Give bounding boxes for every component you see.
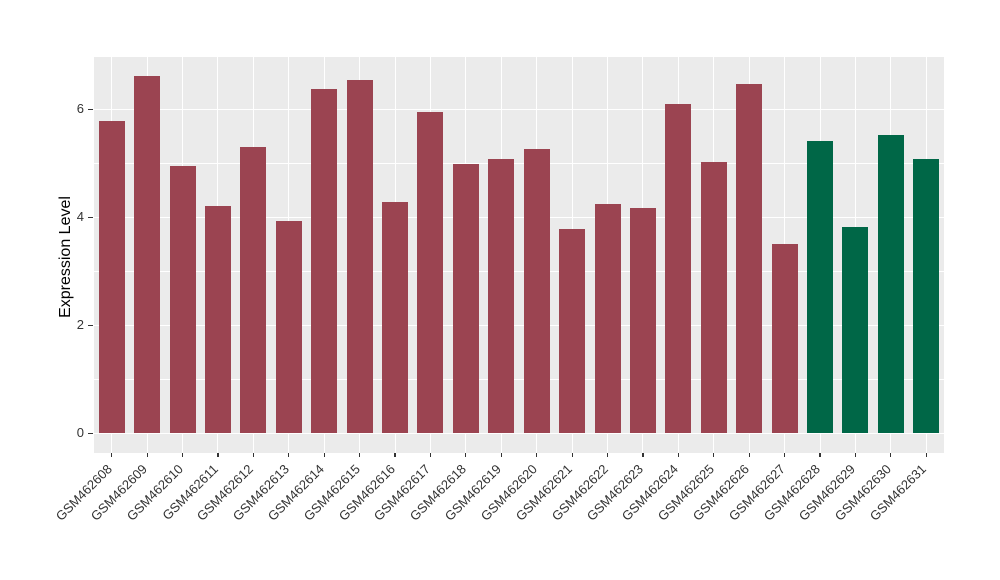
bar-gsm462621	[559, 229, 586, 434]
bar-gsm462622	[594, 204, 621, 434]
x-tick-mark	[890, 453, 892, 457]
gridline-minor-y5	[94, 163, 944, 164]
bar-gsm462609	[134, 75, 161, 434]
bar-gsm462611	[204, 206, 231, 434]
x-tick-mark	[323, 453, 325, 457]
x-tick-mark	[181, 453, 184, 457]
x-tick-mark	[217, 453, 219, 457]
x-tick-mark	[394, 453, 396, 457]
x-tick-mark	[713, 453, 715, 457]
x-tick-mark	[146, 453, 148, 457]
bar-gsm462624	[665, 104, 692, 434]
x-tick-mark	[925, 453, 927, 457]
gridline-minor-y1	[94, 379, 944, 380]
y-axis-title: Expression Level	[57, 196, 74, 318]
bar-gsm462629	[842, 226, 869, 434]
x-tick-mark	[429, 453, 432, 457]
y-tick-label: 6	[76, 101, 84, 117]
bar-gsm462618	[452, 163, 479, 434]
x-tick-mark	[500, 453, 502, 457]
x-tick-mark	[288, 453, 290, 457]
x-tick-mark	[642, 453, 644, 457]
x-tick-mark	[854, 453, 857, 457]
bar-gsm462625	[700, 162, 727, 434]
bar-gsm462627	[771, 244, 798, 434]
x-tick-mark	[677, 453, 679, 457]
gridline-major-y2	[94, 324, 944, 327]
gridline-major-y0	[94, 432, 944, 435]
y-tick-label: 4	[76, 209, 84, 225]
bar-gsm462628	[807, 141, 834, 434]
bar-gsm462616	[382, 202, 409, 434]
x-tick-mark	[748, 453, 750, 457]
bar-gsm462614	[311, 89, 338, 434]
plot-panel	[94, 57, 944, 453]
x-tick-mark	[465, 453, 467, 457]
y-tick-label: 0	[76, 425, 84, 441]
gridline-minor-y3	[94, 271, 944, 272]
bar-gsm462617	[417, 112, 444, 434]
y-tick-mark	[88, 324, 93, 326]
bar-gsm462612	[240, 146, 267, 434]
x-tick-mark	[111, 453, 113, 457]
x-tick-mark	[359, 453, 361, 457]
y-tick-mark	[88, 108, 93, 110]
bar-gsm462631	[913, 159, 940, 434]
x-tick-mark	[784, 453, 786, 457]
x-tick-mark	[819, 453, 821, 457]
y-tick-mark	[88, 432, 93, 434]
y-tick-mark	[88, 216, 93, 218]
bar-gsm462630	[877, 134, 904, 434]
x-tick-mark	[252, 453, 254, 457]
bar-gsm462613	[275, 221, 302, 434]
gridline-major-y4	[94, 216, 944, 219]
bar-gsm462620	[523, 148, 550, 434]
bar-gsm462608	[98, 121, 125, 434]
gridline-major-y6	[94, 108, 944, 111]
bar-gsm462615	[346, 79, 373, 434]
bar-gsm462626	[736, 83, 763, 434]
bar-gsm462619	[488, 159, 515, 434]
x-tick-mark	[571, 453, 573, 457]
x-tick-mark	[606, 453, 609, 457]
bar-gsm462610	[169, 166, 196, 434]
x-tick-mark	[536, 453, 538, 457]
bar-gsm462623	[629, 208, 656, 434]
y-tick-label: 2	[76, 317, 84, 333]
